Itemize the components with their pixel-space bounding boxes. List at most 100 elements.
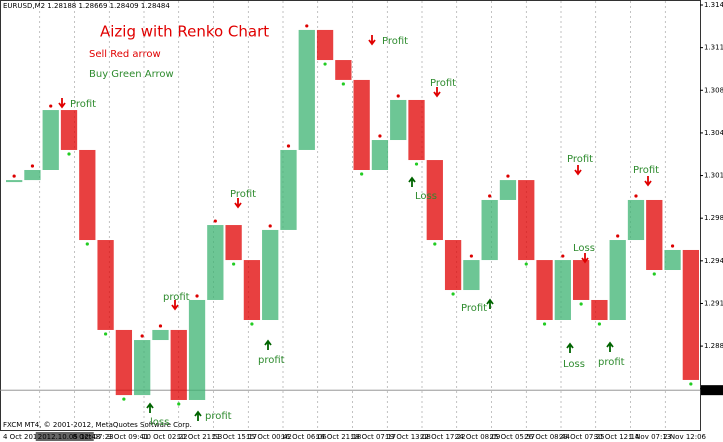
arrow — [581, 253, 589, 264]
y-tick-label: 1.29485 — [704, 257, 723, 265]
x-tick-label: 2012.10.05 12:48 — [38, 433, 100, 441]
y-tick-label: 1.31135 — [704, 44, 723, 52]
brick — [60, 110, 78, 150]
arrow — [194, 410, 202, 421]
annotation: Profit — [461, 303, 487, 314]
x-tick-label: 16 Oct 21:18 — [316, 433, 362, 441]
annotation: Loss — [415, 191, 437, 202]
brick — [554, 260, 571, 321]
symbol-info: EURUSD,M2 1.28188 1.28669 1.28409 1.2848… — [3, 2, 170, 10]
pivot-dot — [451, 292, 455, 296]
pivot-dot — [689, 382, 693, 386]
brick — [79, 149, 96, 241]
brick — [536, 260, 553, 321]
annotation: profit — [598, 357, 625, 368]
brick — [572, 260, 590, 300]
y-tick-label: 1.30805 — [704, 86, 723, 94]
x-tick-label: 1 Nov 07:13 — [629, 433, 672, 441]
legend-buy: Buy Green Arrow — [89, 69, 174, 80]
plot-frame — [0, 0, 701, 431]
brick — [24, 169, 41, 181]
y-tick-label: 1.30145 — [704, 172, 723, 180]
pivot-dot — [177, 402, 181, 406]
arrow — [486, 298, 494, 309]
pivot-dot — [616, 234, 620, 238]
annotation: profit — [163, 292, 190, 303]
arrow — [146, 402, 154, 413]
pivot-dot — [158, 324, 163, 328]
x-tick-label: 18 Oct 07:17 — [351, 433, 397, 441]
brick — [262, 229, 279, 321]
pivot-dot — [670, 244, 675, 248]
brick — [371, 140, 389, 170]
brick — [152, 329, 169, 341]
pivot-dot — [542, 322, 547, 326]
x-tick-label: 24 Oct 08:09 — [455, 433, 501, 441]
arrow — [264, 339, 272, 350]
brick — [481, 199, 498, 261]
brick — [463, 260, 480, 291]
y-tick-label: 1.30475 — [704, 129, 723, 137]
annotation: profit — [205, 411, 232, 422]
pivot-dot — [250, 322, 254, 326]
brick — [609, 240, 626, 321]
pivot-dot — [469, 254, 473, 258]
x-tick-label: 16 Oct 06:06 — [281, 433, 327, 441]
pivot-dot — [561, 254, 565, 258]
arrow — [644, 176, 652, 187]
pivot-dot — [396, 94, 400, 98]
brick — [591, 299, 608, 321]
annotation: loss — [150, 417, 169, 428]
pivot-dot — [213, 219, 217, 223]
pivot-dot — [103, 332, 108, 336]
chart-title: Aizig with Renko Chart — [100, 23, 269, 41]
arrow — [433, 87, 441, 98]
price-label-bg — [701, 385, 723, 396]
pivot-dot — [634, 194, 638, 198]
brick — [518, 180, 535, 261]
x-tick-label: 26 Oct 08:44 — [524, 433, 570, 441]
brick — [188, 299, 206, 400]
brick — [225, 225, 242, 261]
current-price-label: 1.28484 — [702, 386, 723, 394]
brick — [390, 99, 407, 141]
pivot-dot — [597, 322, 602, 326]
brick — [6, 180, 23, 183]
x-tick-label: 8 Oct 07:23 — [73, 433, 114, 441]
brick — [298, 29, 315, 150]
x-label-highlight — [35, 432, 94, 441]
pivot-dot — [652, 272, 656, 276]
annotation: Profit — [633, 165, 659, 176]
footer: FXCM MT4, © 2001-2012, MetaQuotes Softwa… — [3, 421, 192, 429]
x-tick-label: 4 Oct 2012 — [3, 433, 42, 441]
arrow — [566, 342, 574, 353]
pivot-dot — [579, 302, 583, 306]
brick — [115, 329, 133, 396]
arrow — [234, 198, 242, 209]
pivot-dot — [305, 24, 309, 28]
pivot-dot — [140, 334, 144, 338]
brick — [426, 160, 443, 241]
pivot-dot — [49, 104, 53, 108]
brick — [664, 249, 681, 271]
arrow — [368, 35, 376, 46]
brick — [499, 180, 517, 200]
pivot-dot — [506, 174, 510, 178]
pivot-dot — [232, 262, 236, 266]
y-tick-label: 1.29155 — [704, 299, 723, 307]
brick — [444, 240, 462, 291]
brick — [646, 199, 663, 271]
pivot-dot — [67, 152, 71, 156]
pivot-dot — [341, 82, 345, 86]
pivot-dot — [286, 144, 291, 148]
arrow — [171, 300, 179, 311]
brick — [243, 260, 261, 321]
pivot-dot — [414, 162, 419, 166]
arrow — [58, 98, 66, 109]
brick — [134, 340, 151, 396]
brick — [97, 240, 114, 330]
arrow — [606, 341, 614, 352]
y-tick-label: 1.31465 — [704, 1, 723, 9]
